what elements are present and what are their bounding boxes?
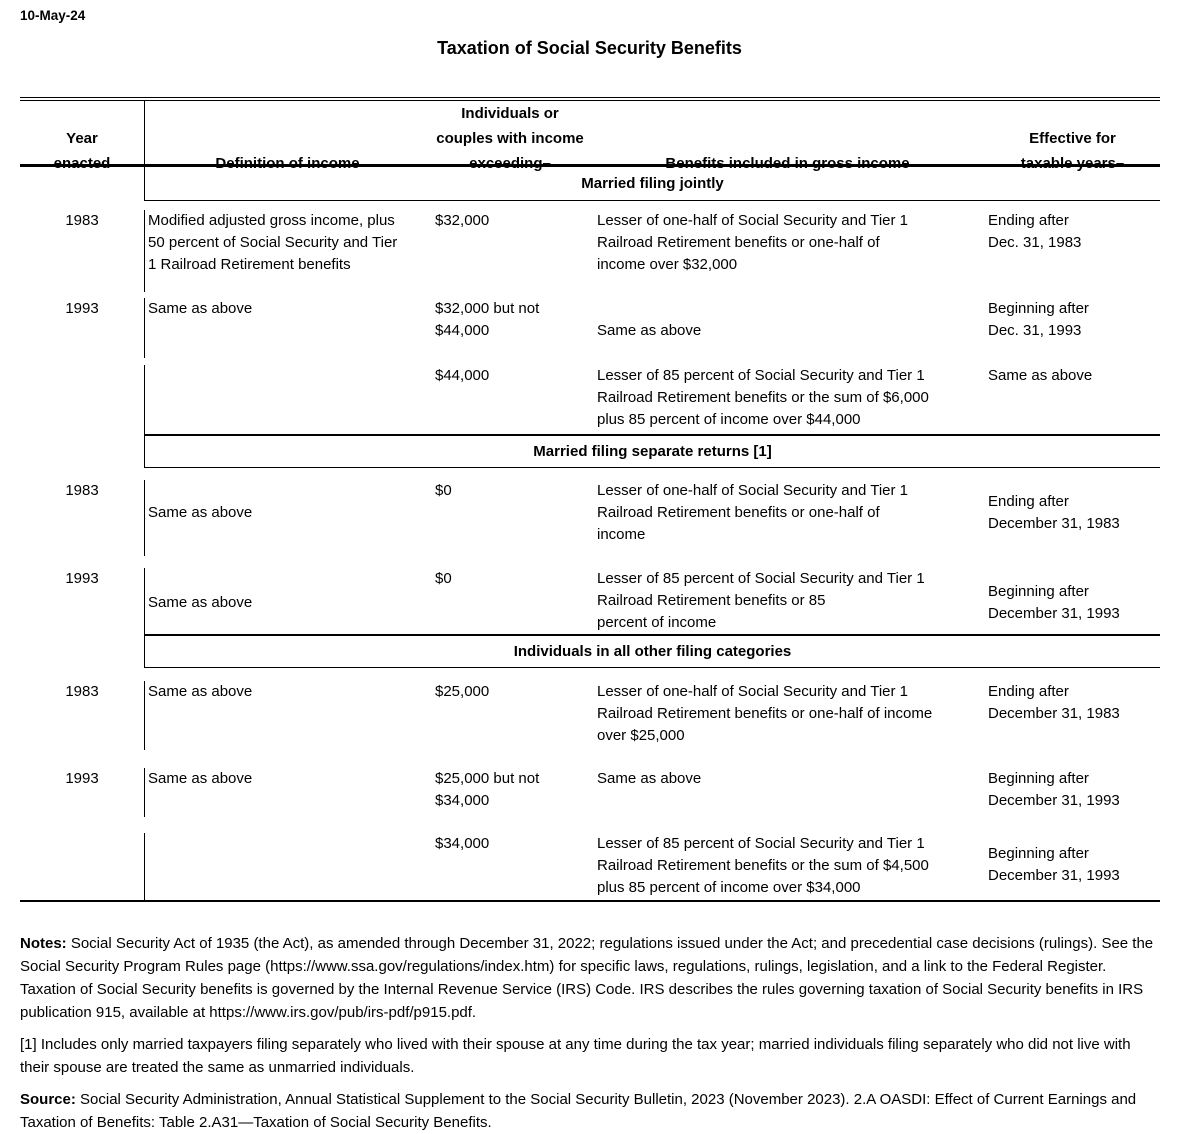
col-header-year-enacted: Year enacted [20,101,145,181]
cell-effective: Beginning after December 31, 1993 [988,770,1120,809]
cell-definition [145,833,430,900]
table-row: 1983 Modified adjusted gross income, plu… [20,201,1160,292]
cell-effective: Same as above [988,367,1093,384]
cell-year [20,365,145,434]
col-header-income-exceeding: Individuals or couples with income excee… [436,105,584,172]
cell-effective: Beginning after Dec. 31, 1993 [988,300,1089,339]
cell-year: 1993 [20,298,145,358]
section-title: Married filing jointly [145,167,1160,201]
cell-definition: Same as above [148,504,253,521]
section-title: Individuals in all other filing categori… [145,634,1160,668]
cell-exceeding: $44,000 [435,367,490,384]
page-title: Taxation of Social Security Benefits [437,38,742,58]
cell-effective: Ending after December 31, 1983 [988,493,1120,532]
cell-year [20,833,145,900]
table-row: $34,000 Lesser of 85 percent of Social S… [20,817,1160,900]
col-header-effective-taxable-years: Effective for taxable years– [1020,130,1125,172]
cell-definition [145,365,430,434]
section-header-spacer [20,434,145,468]
cell-year: 1983 [20,210,145,292]
notes-label: Notes: [20,935,67,952]
cell-exceeding: $0 [435,570,452,587]
footnote-1: [1] Includes only married taxpayers fili… [20,1036,1131,1076]
section-header-spacer [20,167,145,201]
cell-definition: Modified adjusted gross income, plus 50 … [148,212,398,273]
cell-year: 1983 [20,681,145,750]
table-row: 1993 Same as above $25,000 but not $34,0… [20,750,1160,817]
cell-exceeding: $32,000 but not $44,000 [435,300,540,339]
cell-exceeding: $34,000 [435,835,490,852]
cell-year: 1993 [20,568,145,634]
cell-definition: Same as above [148,770,253,787]
cell-benefits: Same as above [597,770,702,787]
table-row: 1993 Same as above $0 Lesser of 85 perce… [20,556,1160,634]
cell-exceeding: $0 [435,482,452,499]
footer-notes-area: Notes: Social Security Act of 1935 (the … [20,932,1155,1134]
cell-definition: Same as above [148,300,253,317]
table-row: 1983 Same as above $25,000 Lesser of one… [20,668,1160,750]
cell-effective: Ending after December 31, 1983 [988,683,1120,722]
table-row: 1993 Same as above $32,000 but not $44,0… [20,292,1160,358]
cell-exceeding: $25,000 [435,683,490,700]
cell-effective: Beginning after December 31, 1993 [988,845,1120,884]
cell-benefits: Lesser of one-half of Social Security an… [597,683,933,744]
section-header-individuals-other: Individuals in all other filing categori… [20,634,1160,668]
cell-exceeding: $32,000 [435,212,490,229]
cell-effective: Beginning after December 31, 1993 [988,583,1120,622]
report-date: 10-May-24 [20,8,86,23]
notes-text: Social Security Act of 1935 (the Act), a… [20,935,1154,1021]
table-row: 1983 Same as above $0 Lesser of one-half… [20,468,1160,556]
cell-benefits: Lesser of one-half of Social Security an… [597,212,909,273]
notes-paragraph: Notes: Social Security Act of 1935 (the … [20,932,1155,1024]
cell-exceeding: $25,000 but not $34,000 [435,770,540,809]
col-header-benefits-in-gross-income: Benefits included in gross income [665,155,910,172]
source-paragraph: Source: Social Security Administration, … [20,1088,1155,1134]
table-row: $44,000 Lesser of 85 percent of Social S… [20,358,1160,434]
section-header-married-jointly: Married filing jointly [20,167,1160,201]
cell-benefits: Lesser of 85 percent of Social Security … [597,570,925,631]
cell-benefits: Lesser of one-half of Social Security an… [597,482,909,543]
source-label: Source: [20,1091,76,1108]
cell-definition: Same as above [148,683,253,700]
section-header-married-separate: Married filing separate returns [1] [20,434,1160,468]
table-header-row: Year enacted Definition of income Indivi… [20,101,1160,181]
cell-year: 1983 [20,480,145,556]
section-title: Married filing separate returns [1] [145,434,1160,468]
source-text: Social Security Administration, Annual S… [20,1091,1137,1131]
cell-definition: Same as above [148,594,253,611]
cell-effective: Ending after Dec. 31, 1983 [988,212,1082,251]
cell-year: 1993 [20,768,145,817]
taxation-table: Year enacted Definition of income Indivi… [20,97,1160,902]
cell-benefits: Lesser of 85 percent of Social Security … [597,835,929,896]
section-header-spacer [20,634,145,668]
cell-benefits: Lesser of 85 percent of Social Security … [597,367,929,428]
col-header-definition-of-income: Definition of income [215,155,360,172]
cell-benefits: Same as above [597,322,702,339]
